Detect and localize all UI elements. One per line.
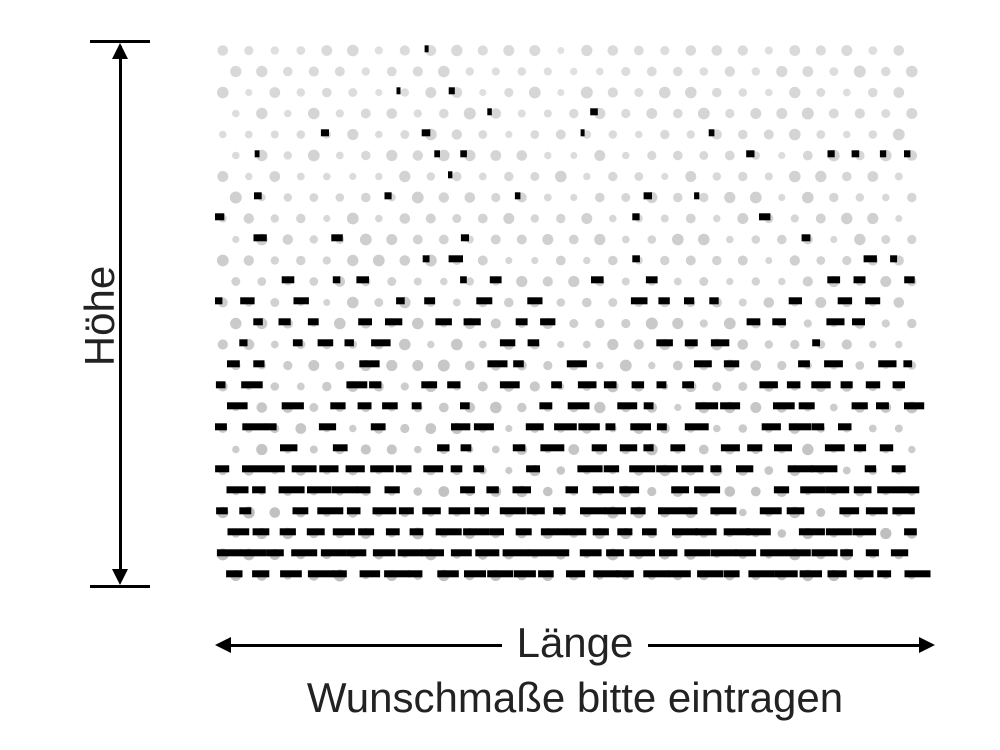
height-arrow-up-icon xyxy=(112,43,128,59)
pattern-sample xyxy=(215,40,935,585)
length-line xyxy=(221,644,502,647)
length-line xyxy=(648,644,929,647)
length-arrow-right-icon xyxy=(919,637,935,653)
height-arrow-down-icon xyxy=(112,569,128,585)
diagram-stage: Höhe Länge Wunschmaße bitte eintragen xyxy=(0,0,1000,750)
length-arrow-left-icon xyxy=(215,637,231,653)
caption-text: Wunschmaße bitte eintragen xyxy=(291,674,859,722)
height-label: Höhe xyxy=(76,256,124,376)
height-bottom-tick xyxy=(90,585,150,588)
length-label: Länge xyxy=(514,619,636,667)
